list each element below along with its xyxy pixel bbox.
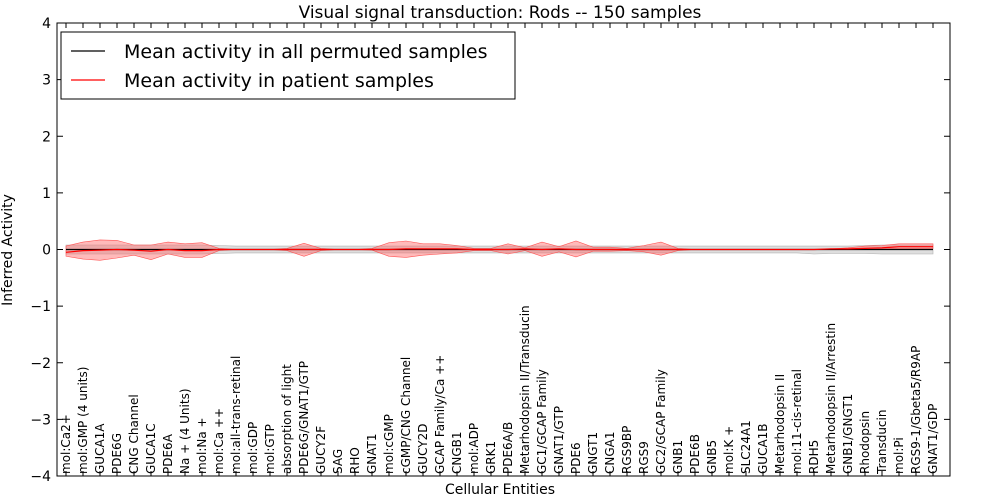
legend-label-patient: Mean activity in patient samples (124, 70, 434, 92)
x-tick-label: PDE6A/B (501, 422, 515, 474)
x-tick-label: PDE6 (569, 442, 583, 474)
x-tick-label: PDE6A (161, 433, 175, 474)
y-tick-label: 0 (42, 243, 51, 259)
y-axis-label: Inferred Activity (0, 194, 16, 306)
x-tick-label: GNB1/GNGT1 (841, 394, 855, 474)
x-tick-label: RGS9 (637, 441, 651, 474)
y-tick-label: −1 (30, 299, 51, 315)
x-tick-label: GUCA1A (93, 423, 107, 474)
x-tick-label: GCAP Family/Ca ++ (433, 355, 447, 474)
x-tick-label: cGMP/CNG Channel (399, 357, 413, 474)
x-tick-label: RGS9BP (620, 426, 634, 474)
x-tick-label: GRK1 (484, 441, 498, 474)
x-tick-label: GC1/GCAP Family (535, 369, 549, 474)
x-tick-label: mol:K + (722, 426, 736, 474)
x-tick-label: CNGA1 (603, 432, 617, 475)
x-tick-label: GUCY2F (314, 426, 328, 474)
x-tick-label: GC2/GCAP Family (654, 369, 668, 474)
x-tick-label: SAG (331, 449, 345, 474)
x-tick-label: Metarhodopsin II/Arrestin (824, 323, 838, 474)
x-tick-label: Na + (4 Units) (178, 388, 192, 474)
x-axis-label: Cellular Entities (445, 482, 555, 498)
x-tick-label: SLC24A1 (739, 420, 753, 474)
x-tick-label: GNB5 (705, 440, 719, 474)
x-tick-label: mol:GTP (263, 424, 277, 474)
x-tick-label: RGS9-1/Gbeta5/R9AP (909, 346, 923, 474)
x-tick-label: PDE6G (110, 433, 124, 474)
x-tick-label: GUCY2D (416, 424, 430, 474)
x-tick-label: Rhodopsin (858, 411, 872, 474)
x-tick-label: GNAT1 (365, 433, 379, 474)
line-patient (65, 246, 933, 253)
x-tick-label: CNGB1 (450, 431, 464, 474)
x-tick-label: RDH5 (807, 440, 821, 474)
x-tick-label: mol:GDP (246, 422, 260, 474)
series-lines (65, 246, 933, 253)
x-tick-label: mol:Pi (892, 437, 906, 474)
y-axis: −4 −3 −2 −1 0 1 2 3 4 (30, 16, 950, 485)
x-tick-label: GNAT1/GTP (552, 406, 566, 474)
x-tick-label: GUCA1B (756, 423, 770, 474)
y-tick-label: 1 (42, 186, 51, 202)
legend: Mean activity in all permuted samples Me… (60, 31, 516, 100)
x-tick-label: absorption of light (280, 364, 294, 474)
legend-box (60, 31, 516, 100)
x-tick-label: Transducin (875, 410, 889, 475)
x-tick-label: GUCA1C (144, 423, 158, 474)
y-tick-label: 4 (42, 16, 51, 32)
x-tick-label: CNG Channel (127, 394, 141, 474)
chart-title: Visual signal transduction: Rods -- 150 … (299, 3, 702, 23)
x-tick-label: RHO (348, 447, 362, 474)
x-tick-label: mol:cGMP (382, 414, 396, 474)
x-axis: mol:Ca2+ mol:GMP (4 units) GUCA1A PDE6G CNG … (59, 23, 940, 476)
legend-label-permuted: Mean activity in all permuted samples (124, 41, 487, 63)
x-tick-label: mol:Na + (195, 417, 209, 474)
x-tick-label: GNAT1/GDP (926, 404, 940, 474)
x-tick-label: mol:all-trans-retinal (229, 356, 243, 474)
x-tick-label: Metarhodopsin II (773, 374, 787, 474)
x-tick-label: mol:Ca2+ (59, 414, 73, 474)
x-tick-label: PDE6B (688, 434, 702, 474)
y-tick-label: −3 (30, 412, 51, 428)
y-tick-label: 3 (42, 73, 51, 89)
y-tick-label: −2 (30, 356, 51, 372)
x-tick-label: GNGT1 (586, 432, 600, 474)
x-tick-label: mol:ADP (467, 423, 481, 474)
x-tick-label: PDE6G/GNAT1/GTP (297, 361, 311, 474)
x-tick-label: Metarhodopsin II/Transducin (518, 305, 532, 474)
y-tick-label: −4 (30, 469, 51, 485)
x-tick-label: mol:11-cis-retinal (790, 369, 804, 474)
y-tick-label: 2 (42, 129, 51, 145)
x-tick-label: mol:GMP (4 units) (76, 367, 90, 474)
x-tick-label: mol:Ca ++ (212, 408, 226, 474)
x-tick-label: GNB1 (671, 440, 685, 474)
